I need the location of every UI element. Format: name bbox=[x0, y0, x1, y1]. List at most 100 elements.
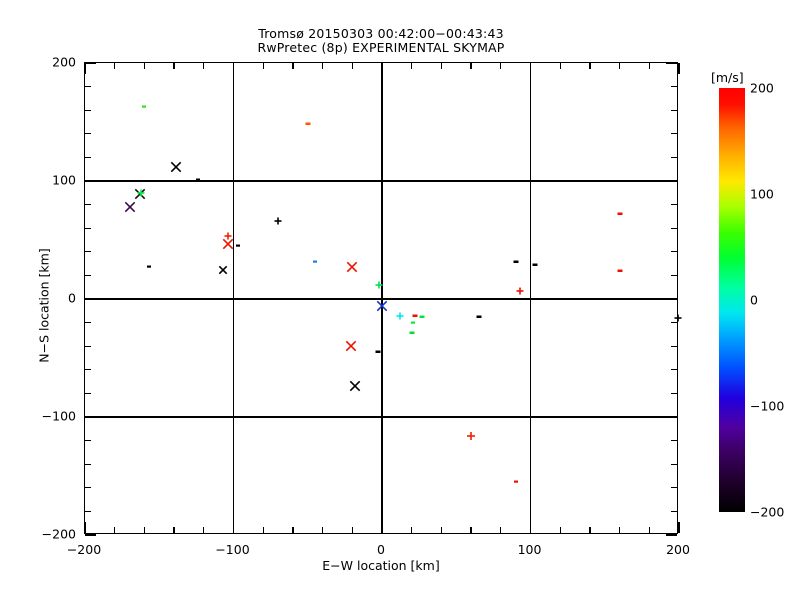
y-axis-tick bbox=[85, 85, 91, 88]
x-axis-tick bbox=[559, 63, 561, 69]
y-axis-tick bbox=[671, 463, 677, 465]
data-point-marker bbox=[305, 122, 311, 126]
y-axis-tick bbox=[671, 369, 677, 371]
y-axis-tick bbox=[85, 62, 96, 64]
y-axis-tick bbox=[85, 510, 91, 513]
x-axis-tick bbox=[262, 527, 264, 533]
data-point-marker bbox=[419, 315, 425, 318]
x-axis-tick bbox=[411, 63, 413, 69]
x-axis-tick bbox=[232, 63, 235, 74]
y-axis-tick-label: −100 bbox=[41, 408, 76, 424]
data-point-marker bbox=[313, 260, 318, 264]
plot-area[interactable] bbox=[84, 62, 681, 536]
y-axis-tick bbox=[85, 487, 91, 489]
data-point-marker bbox=[674, 314, 681, 322]
x-axis-tick bbox=[411, 527, 413, 533]
x-axis-tick-label: −200 bbox=[66, 542, 102, 557]
y-axis-tick bbox=[671, 274, 677, 277]
y-axis-tick bbox=[85, 180, 96, 182]
data-point-marker bbox=[513, 260, 519, 264]
x-axis-tick bbox=[470, 527, 472, 533]
y-axis-tick bbox=[671, 156, 677, 159]
x-axis-tick bbox=[589, 63, 591, 69]
data-point-marker bbox=[124, 201, 135, 213]
x-axis-tick bbox=[648, 527, 650, 533]
y-axis-tick bbox=[85, 321, 91, 324]
gridline-vertical bbox=[529, 63, 532, 533]
y-axis-tick bbox=[666, 416, 677, 418]
x-axis-tick bbox=[678, 522, 680, 533]
x-axis-tick-label: −100 bbox=[215, 542, 250, 557]
x-axis-tick-label: 0 bbox=[377, 542, 385, 557]
data-point-marker bbox=[222, 238, 233, 249]
data-point-marker bbox=[142, 105, 147, 108]
data-point-marker bbox=[532, 263, 538, 266]
x-axis-tick bbox=[500, 63, 502, 69]
y-axis-tick bbox=[85, 345, 91, 347]
x-axis-tick bbox=[262, 63, 264, 69]
data-point-marker bbox=[375, 350, 381, 354]
y-axis-tick bbox=[85, 133, 91, 135]
x-axis-tick bbox=[203, 527, 205, 533]
y-axis-tick bbox=[671, 392, 677, 395]
colorbar-tick-label: −200 bbox=[750, 504, 785, 520]
colorbar-tick-label: 0 bbox=[750, 292, 758, 308]
x-axis-tick bbox=[529, 522, 532, 533]
colorbar-title: [m/s] bbox=[711, 70, 744, 85]
x-axis-tick bbox=[143, 63, 146, 69]
data-point-marker bbox=[617, 212, 623, 216]
x-axis-tick bbox=[292, 527, 294, 533]
data-point-marker bbox=[347, 261, 358, 273]
x-axis-tick bbox=[678, 63, 680, 74]
x-axis-tick bbox=[232, 522, 235, 533]
colorbar-tick-label: −100 bbox=[750, 398, 785, 414]
x-axis-tick bbox=[321, 527, 324, 533]
x-axis-tick bbox=[559, 527, 561, 533]
y-axis-title: N−S location [km] bbox=[36, 248, 52, 363]
data-point-marker bbox=[235, 244, 240, 247]
x-axis-tick-label: 100 bbox=[517, 542, 542, 557]
y-axis-tick-label: 200 bbox=[52, 54, 76, 70]
x-axis-tick bbox=[203, 63, 205, 69]
y-axis-tick bbox=[85, 203, 91, 206]
y-axis-tick bbox=[671, 321, 677, 324]
colorbar-tick-label: 100 bbox=[750, 186, 774, 202]
colorbar-tick-label: 200 bbox=[750, 80, 774, 96]
y-axis-tick bbox=[671, 251, 677, 253]
figure-title: Tromsø 20150303 00:42:00−00:43:43 RwPret… bbox=[84, 27, 678, 55]
y-axis-tick bbox=[666, 180, 677, 182]
colorbar[interactable] bbox=[719, 88, 745, 512]
x-axis-tick bbox=[173, 527, 175, 533]
y-axis-tick bbox=[671, 510, 677, 513]
y-axis-tick bbox=[671, 85, 677, 88]
y-axis-tick bbox=[85, 416, 96, 418]
y-axis-tick bbox=[85, 274, 91, 277]
y-axis-tick bbox=[671, 133, 677, 135]
x-axis-tick bbox=[114, 527, 116, 533]
y-axis-tick bbox=[85, 227, 91, 229]
data-point-marker bbox=[411, 321, 416, 324]
data-point-marker bbox=[467, 431, 476, 440]
y-axis-tick bbox=[85, 439, 91, 442]
data-point-marker bbox=[137, 189, 145, 197]
data-point-marker bbox=[345, 340, 357, 352]
y-axis-tick bbox=[85, 298, 96, 300]
x-axis-tick bbox=[470, 63, 472, 69]
figure-title-line-1: Tromsø 20150303 00:42:00−00:43:43 bbox=[258, 26, 504, 41]
y-axis-tick bbox=[85, 251, 91, 253]
data-point-marker bbox=[146, 265, 151, 269]
y-axis-tick-label: 0 bbox=[68, 290, 76, 306]
x-axis-tick bbox=[292, 63, 294, 69]
x-axis-tick bbox=[500, 527, 502, 533]
x-axis-tick bbox=[618, 527, 621, 533]
data-point-marker bbox=[349, 381, 361, 392]
y-axis-tick bbox=[85, 109, 91, 111]
data-point-marker bbox=[412, 314, 418, 317]
data-point-marker bbox=[617, 269, 623, 272]
data-point-marker bbox=[224, 232, 232, 240]
gridline-horizontal bbox=[85, 416, 677, 418]
y-axis-tick bbox=[85, 463, 91, 465]
y-axis-tick bbox=[85, 534, 96, 536]
data-point-marker bbox=[134, 188, 146, 200]
